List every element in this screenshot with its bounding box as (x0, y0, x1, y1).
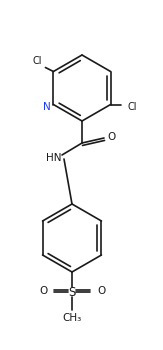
Text: CH₃: CH₃ (62, 313, 82, 323)
Text: Cl: Cl (33, 56, 42, 66)
Text: S: S (68, 286, 76, 299)
Text: O: O (97, 286, 105, 296)
Text: O: O (39, 286, 47, 296)
Text: O: O (107, 132, 115, 142)
Text: N: N (43, 102, 50, 112)
Text: Cl: Cl (128, 102, 137, 112)
Text: HN: HN (46, 153, 62, 163)
